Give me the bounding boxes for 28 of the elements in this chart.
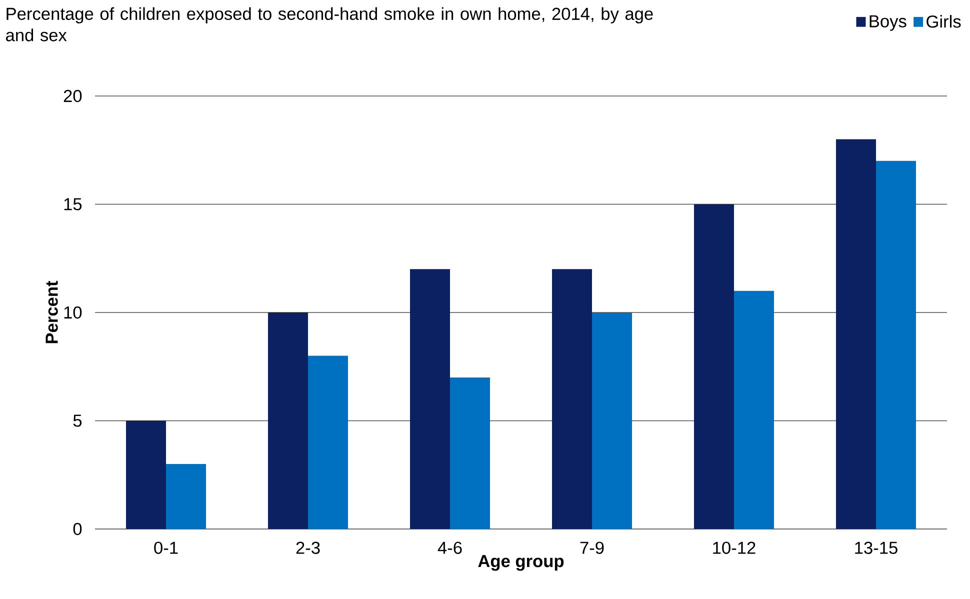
y-tick-label: 15 [64, 198, 82, 210]
bar [836, 139, 876, 529]
bar [552, 269, 592, 529]
bar [268, 312, 308, 529]
y-tick-label: 0 [73, 522, 82, 536]
legend-label: Boys [870, 15, 906, 31]
y-tick-label: 5 [73, 414, 82, 427]
bar [450, 377, 490, 529]
bar [308, 356, 348, 529]
x-tick-label: 4-6 [438, 542, 462, 554]
bar [166, 464, 206, 529]
bar [592, 312, 632, 529]
x-tick-label: 13-15 [855, 542, 898, 554]
y-tick-label: 20 [64, 90, 82, 102]
x-tick-label: 2-3 [296, 542, 320, 554]
x-axis-title: Age group [478, 555, 564, 571]
bar [694, 204, 734, 529]
chart-title: Percentage of children exposed to second-hand smoke in own home, 2014, by age and sex [6, 7, 653, 42]
legend-label: Girls [926, 14, 961, 28]
y-axis-title: Percent [46, 280, 58, 344]
x-tick-label: 7-9 [580, 542, 604, 554]
x-tick-label: 0-1 [154, 542, 178, 554]
bar [126, 420, 166, 529]
y-tick-label: 10 [64, 306, 82, 319]
x-tick-label: 10-12 [713, 542, 756, 554]
bar [876, 160, 916, 529]
bar [410, 269, 450, 529]
bar [734, 290, 774, 529]
